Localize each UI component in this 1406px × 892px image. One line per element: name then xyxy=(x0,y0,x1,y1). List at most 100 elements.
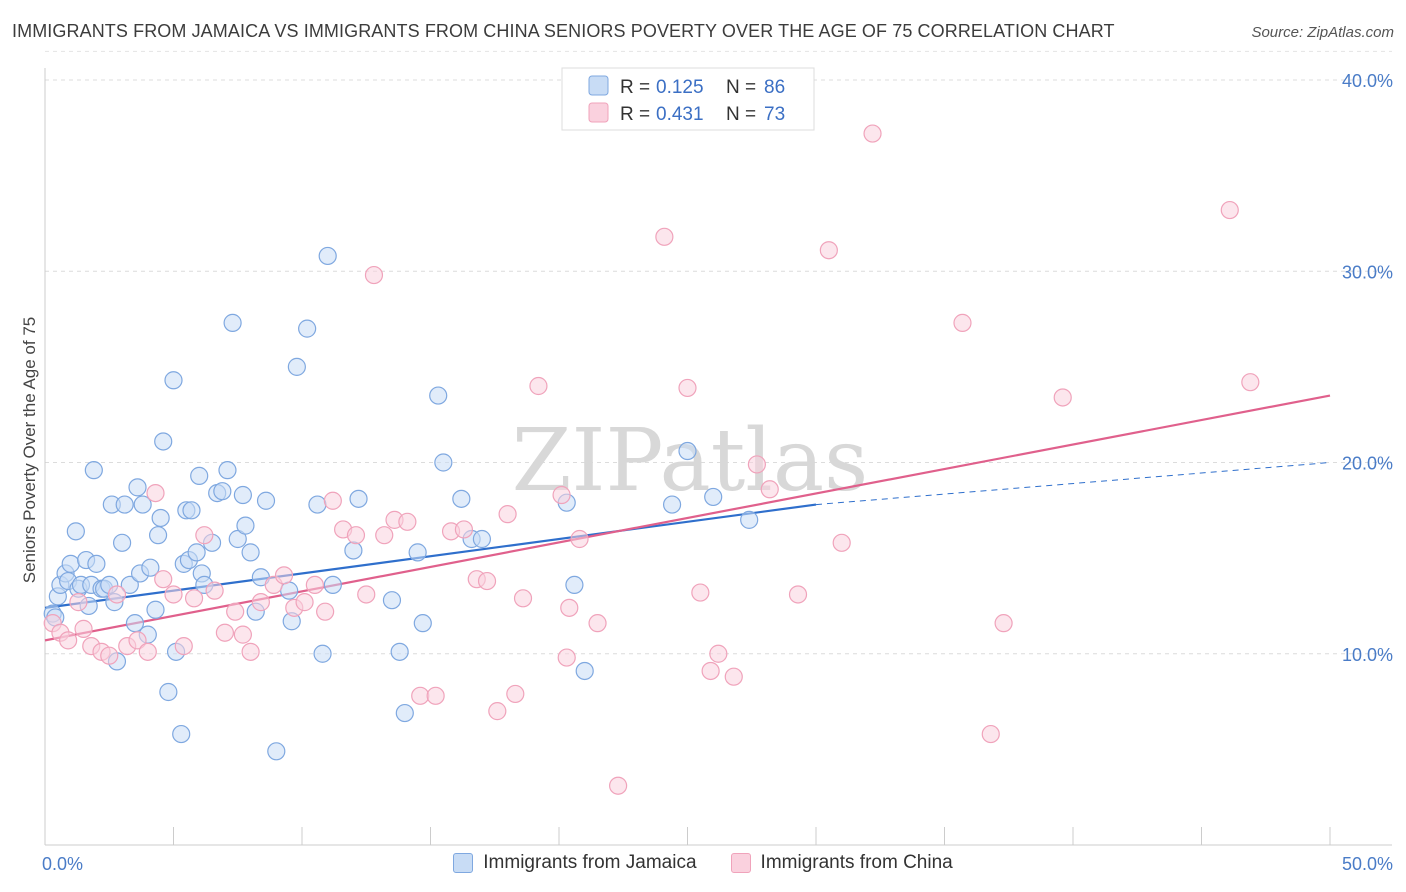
point-china-29 xyxy=(316,602,335,621)
point-jamaica-57 xyxy=(256,491,276,510)
point-jamaica-80 xyxy=(565,575,584,595)
point-china-28 xyxy=(305,575,324,595)
point-jamaica-59 xyxy=(280,581,299,600)
bottom-legend-label-jamaica: Immigrants from Jamaica xyxy=(483,852,697,873)
point-china-22 xyxy=(241,642,260,661)
x-tick-label-50: 50.0% xyxy=(1342,854,1393,874)
point-jamaica-22 xyxy=(115,495,134,514)
bottom-legend-item-china: Immigrants from China xyxy=(730,852,953,874)
point-china-71 xyxy=(1220,200,1239,220)
point-china-51 xyxy=(560,598,579,617)
legend-r-value-2: 0.431 xyxy=(656,104,704,125)
point-china-25 xyxy=(274,566,294,585)
point-china-49 xyxy=(552,485,571,505)
point-china-10 xyxy=(128,631,147,650)
point-china-41 xyxy=(454,520,474,539)
point-china-60 xyxy=(724,667,743,686)
legend-r-label-2: R = xyxy=(620,104,650,125)
point-china-2 xyxy=(59,631,78,650)
point-jamaica-76 xyxy=(452,489,471,508)
point-china-38 xyxy=(411,686,430,705)
point-jamaica-25 xyxy=(128,478,147,497)
y-tick-label-30: 30.0% xyxy=(1342,262,1393,282)
legend-n-label-2: N = xyxy=(726,104,756,125)
point-jamaica-82 xyxy=(662,495,682,514)
point-china-30 xyxy=(323,491,342,510)
legend-swatch-jamaica xyxy=(588,75,609,96)
source-credit: Source: ZipAtlas.com xyxy=(1251,24,1394,41)
point-jamaica-35 xyxy=(164,371,183,390)
point-jamaica-67 xyxy=(344,541,363,560)
point-jamaica-51 xyxy=(228,529,247,549)
point-jamaica-68 xyxy=(349,489,368,508)
point-jamaica-14 xyxy=(87,554,106,573)
point-china-16 xyxy=(184,589,204,608)
point-jamaica-73 xyxy=(413,614,432,633)
data-points xyxy=(43,124,1260,795)
point-china-39 xyxy=(426,686,445,705)
point-jamaica-49 xyxy=(218,461,237,480)
point-china-52 xyxy=(570,529,589,549)
point-jamaica-61 xyxy=(287,357,306,376)
point-china-27 xyxy=(295,593,314,612)
point-china-32 xyxy=(346,526,366,545)
point-jamaica-42 xyxy=(187,543,206,562)
point-china-47 xyxy=(513,589,533,608)
bottom-legend: Immigrants from Jamaica Immigrants from … xyxy=(0,852,1406,874)
point-jamaica-6 xyxy=(61,554,80,573)
point-china-59 xyxy=(709,644,728,663)
axes xyxy=(44,68,1392,846)
point-china-12 xyxy=(146,484,165,503)
point-china-33 xyxy=(357,585,376,604)
legend-r-value-1: 0.125 xyxy=(656,77,704,98)
x-tick-label-0: 0.0% xyxy=(42,854,83,874)
point-china-11 xyxy=(138,642,157,661)
point-china-43 xyxy=(477,571,497,591)
point-jamaica-37 xyxy=(172,724,191,744)
point-china-69 xyxy=(994,614,1013,633)
point-china-34 xyxy=(364,265,384,285)
bottom-legend-item-jamaica: Immigrants from Jamaica xyxy=(453,852,697,874)
point-china-48 xyxy=(529,376,548,396)
china-swatch xyxy=(730,853,751,873)
point-china-72 xyxy=(1241,373,1260,392)
point-china-14 xyxy=(164,585,183,604)
legend-swatch-china xyxy=(588,102,609,123)
point-china-35 xyxy=(375,526,394,545)
y-tick-label-10: 10.0% xyxy=(1342,645,1393,665)
point-china-20 xyxy=(226,602,245,621)
point-jamaica-53 xyxy=(236,516,255,535)
point-china-54 xyxy=(609,776,628,795)
point-china-66 xyxy=(863,124,882,143)
point-jamaica-41 xyxy=(182,501,201,520)
legend: R = 0.125 N = 86 R = 0.431 N = 73 xyxy=(561,67,815,131)
point-jamaica-69 xyxy=(382,591,402,610)
chart-title: IMMIGRANTS FROM JAMAICA VS IMMIGRANTS FR… xyxy=(12,21,1115,41)
point-jamaica-84 xyxy=(704,487,723,507)
point-jamaica-33 xyxy=(154,432,173,451)
point-jamaica-34 xyxy=(159,682,178,702)
point-jamaica-65 xyxy=(318,246,337,266)
point-china-17 xyxy=(195,526,214,545)
point-jamaica-27 xyxy=(133,495,152,514)
point-china-58 xyxy=(701,661,720,681)
y-tick-label-20: 20.0% xyxy=(1342,454,1393,474)
trend-line-jamaica-extension xyxy=(815,462,1331,506)
y-tick-labels: 10.0% 20.0% 30.0% 40.0% xyxy=(1342,71,1393,665)
y-tick-label-40: 40.0% xyxy=(1342,71,1393,91)
point-jamaica-58 xyxy=(267,742,286,761)
point-china-68 xyxy=(981,724,1000,744)
point-china-53 xyxy=(588,614,607,633)
point-china-45 xyxy=(498,505,517,524)
point-china-23 xyxy=(251,593,270,612)
point-china-37 xyxy=(398,512,417,531)
point-jamaica-52 xyxy=(233,485,252,505)
point-jamaica-13 xyxy=(84,461,103,480)
point-jamaica-81 xyxy=(575,661,594,681)
point-jamaica-64 xyxy=(313,644,332,663)
point-china-13 xyxy=(154,570,173,589)
point-jamaica-85 xyxy=(740,510,759,529)
point-china-44 xyxy=(488,702,507,721)
point-jamaica-70 xyxy=(390,642,409,661)
